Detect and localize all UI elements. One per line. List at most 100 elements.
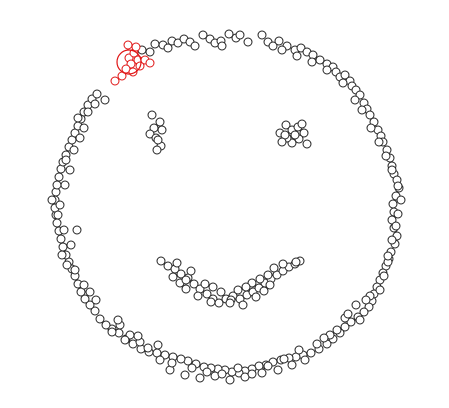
data-point[interactable] [257,368,267,378]
data-point[interactable] [189,279,199,289]
data-point[interactable] [302,139,312,149]
data-point[interactable] [202,289,212,299]
data-point[interactable] [225,375,235,385]
data-point[interactable] [351,300,361,310]
data-point[interactable] [107,327,117,337]
data-point[interactable] [396,195,406,205]
data-point[interactable] [163,43,173,53]
data-point[interactable] [186,266,196,276]
data-point[interactable] [143,343,153,353]
data-point[interactable] [274,36,284,46]
data-point[interactable] [263,361,273,371]
data-point[interactable] [52,180,62,190]
data-point[interactable] [366,123,376,133]
data-point[interactable] [387,235,397,245]
data-point[interactable] [287,360,297,370]
data-point[interactable] [307,57,317,67]
data-point[interactable] [61,155,71,165]
data-point[interactable] [238,300,248,310]
data-point[interactable] [340,322,350,332]
data-point[interactable] [279,354,289,364]
data-point[interactable] [255,274,265,284]
data-point[interactable] [58,242,68,252]
data-point[interactable] [355,315,365,325]
data-point[interactable] [69,145,79,155]
selected-data-point[interactable] [110,76,120,86]
data-point[interactable] [217,41,227,51]
data-point[interactable] [53,210,63,220]
data-point[interactable] [208,282,218,292]
data-point[interactable] [101,320,111,330]
data-point[interactable] [181,275,191,285]
data-point[interactable] [290,130,300,140]
data-point[interactable] [263,270,273,280]
data-point[interactable] [72,225,82,235]
data-point[interactable] [322,65,332,75]
data-point[interactable] [357,105,367,115]
data-point[interactable] [233,285,243,295]
data-point[interactable] [233,363,243,373]
data-point[interactable] [247,369,257,379]
data-point[interactable] [383,251,393,261]
data-point[interactable] [57,250,67,260]
data-point[interactable] [80,294,90,304]
data-point[interactable] [374,137,384,147]
data-point[interactable] [91,295,101,305]
data-point[interactable] [195,373,205,383]
data-point[interactable] [193,291,203,301]
data-point[interactable] [259,286,269,296]
data-point[interactable] [62,260,72,270]
data-point[interactable] [155,355,165,365]
data-point[interactable] [152,145,162,155]
data-point[interactable] [359,307,369,317]
data-point[interactable] [200,279,210,289]
data-point[interactable] [216,287,226,297]
data-point[interactable] [379,271,389,281]
data-point[interactable] [75,133,85,143]
data-point[interactable] [92,89,102,99]
data-point[interactable] [277,137,287,147]
data-point[interactable] [59,225,69,235]
data-point[interactable] [338,78,348,88]
data-point[interactable] [350,95,360,105]
data-point[interactable] [297,119,307,129]
data-point[interactable] [225,298,235,308]
data-point[interactable] [251,292,261,302]
data-point[interactable] [273,365,283,375]
selected-data-point[interactable] [145,58,155,68]
data-point[interactable] [90,99,100,109]
data-point[interactable] [265,280,275,290]
data-point[interactable] [90,306,100,316]
data-point[interactable] [294,345,304,355]
data-point[interactable] [217,369,227,379]
data-point[interactable] [181,284,191,294]
data-point[interactable] [198,30,208,40]
data-point[interactable] [257,30,267,40]
data-point[interactable] [241,282,251,292]
data-point[interactable] [277,45,287,55]
data-point[interactable] [168,272,178,282]
selection-brush-circle[interactable] [116,49,142,75]
data-point[interactable] [243,37,253,47]
data-point[interactable] [167,358,177,368]
data-point[interactable] [79,123,89,133]
data-point[interactable] [393,209,403,219]
data-point[interactable] [332,325,342,335]
data-point[interactable] [393,181,403,191]
data-point[interactable] [387,165,397,175]
data-point[interactable] [291,257,301,267]
data-point[interactable] [176,269,186,279]
data-point[interactable] [113,315,123,325]
data-point[interactable] [268,41,278,51]
data-point[interactable] [56,234,66,244]
data-point[interactable] [299,128,309,138]
data-point[interactable] [343,309,353,319]
data-point[interactable] [281,120,291,130]
data-point[interactable] [60,180,70,190]
data-point[interactable] [157,125,167,135]
data-point[interactable] [306,348,316,358]
data-point[interactable] [361,295,371,305]
data-point[interactable] [375,285,385,295]
